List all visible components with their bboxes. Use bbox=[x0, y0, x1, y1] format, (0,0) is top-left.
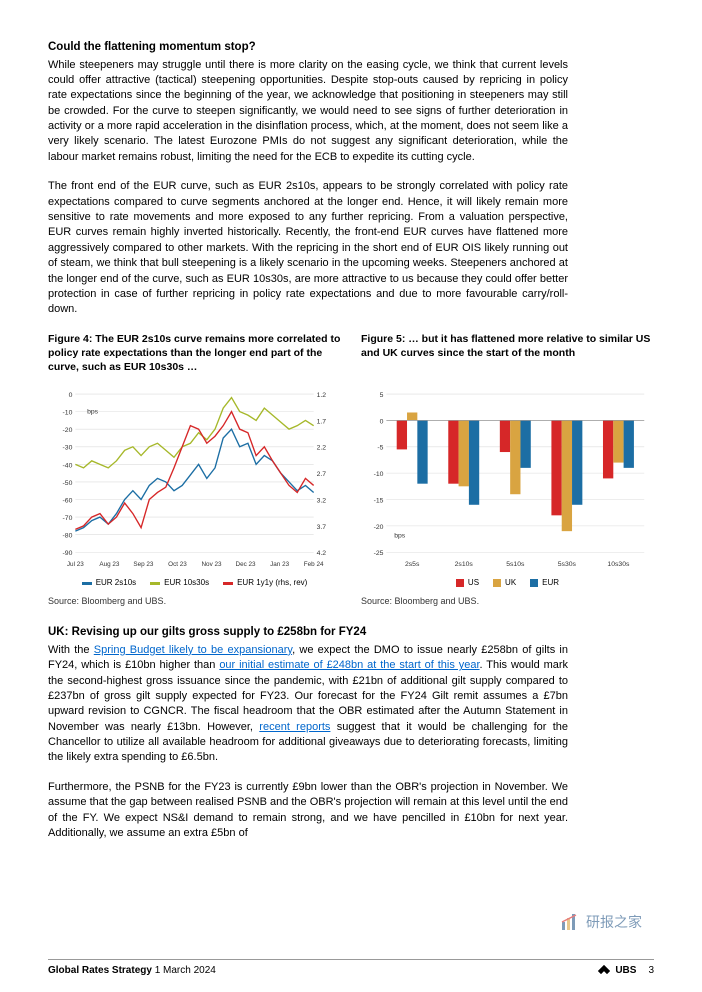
figure-5-legend: US UK EUR bbox=[361, 578, 654, 589]
svg-text:-30: -30 bbox=[63, 445, 73, 452]
svg-text:Aug 23: Aug 23 bbox=[99, 561, 120, 568]
figure-4-source: Source: Bloomberg and UBS. bbox=[48, 595, 341, 607]
svg-text:bps: bps bbox=[87, 409, 99, 416]
figure-5: Figure 5: … but it has flattened more re… bbox=[361, 332, 654, 607]
svg-text:2s10s: 2s10s bbox=[455, 561, 474, 568]
svg-text:0: 0 bbox=[69, 392, 73, 399]
svg-text:-15: -15 bbox=[374, 497, 384, 504]
svg-text:Nov 23: Nov 23 bbox=[201, 561, 222, 568]
section1-heading: Could the flattening momentum stop? bbox=[48, 40, 568, 56]
svg-text:5: 5 bbox=[380, 392, 384, 399]
svg-text:bps: bps bbox=[394, 532, 406, 539]
footer-brand: UBS bbox=[615, 964, 636, 978]
svg-text:-90: -90 bbox=[63, 550, 73, 557]
figure-4: Figure 4: The EUR 2s10s curve remains mo… bbox=[48, 332, 341, 607]
section2-p1: With the Spring Budget likely to be expa… bbox=[48, 643, 568, 766]
figure-4-chart: 0 -10 -20 -30 -40 -50 -60 -70 -80 -90 1.2 1.7 2.2 2.7… bbox=[48, 384, 341, 574]
svg-text:5s30s: 5s30s bbox=[558, 561, 577, 568]
svg-text:-40: -40 bbox=[63, 463, 73, 470]
svg-text:0: 0 bbox=[380, 418, 384, 425]
link-initial-estimate[interactable]: our initial estimate of £248bn at the st… bbox=[219, 659, 479, 671]
footer-date: 1 March 2024 bbox=[155, 965, 216, 976]
page-footer: Global Rates Strategy 1 March 2024 UBS 3 bbox=[48, 959, 654, 978]
svg-text:Oct 23: Oct 23 bbox=[168, 561, 187, 568]
svg-text:-10: -10 bbox=[63, 410, 73, 417]
svg-text:5s10s: 5s10s bbox=[506, 561, 525, 568]
svg-text:-50: -50 bbox=[63, 480, 73, 487]
link-recent-reports[interactable]: recent reports bbox=[259, 721, 330, 733]
figure-4-title: Figure 4: The EUR 2s10s curve remains mo… bbox=[48, 332, 341, 375]
svg-text:Jul 23: Jul 23 bbox=[67, 561, 84, 568]
svg-text:1.7: 1.7 bbox=[317, 419, 327, 426]
svg-text:Feb 24: Feb 24 bbox=[304, 561, 324, 568]
svg-text:3.2: 3.2 bbox=[317, 498, 327, 505]
svg-text:4.2: 4.2 bbox=[317, 550, 327, 557]
figures-row: Figure 4: The EUR 2s10s curve remains mo… bbox=[48, 332, 654, 607]
footer-title: Global Rates Strategy bbox=[48, 965, 152, 976]
svg-text:Sep 23: Sep 23 bbox=[133, 561, 154, 568]
svg-text:-20: -20 bbox=[63, 427, 73, 434]
svg-text:-5: -5 bbox=[377, 444, 383, 451]
svg-text:1.2: 1.2 bbox=[317, 392, 327, 399]
link-spring-budget[interactable]: Spring Budget likely to be expansionary bbox=[94, 644, 292, 656]
section2-p2: Furthermore, the PSNB for the FY23 is cu… bbox=[48, 780, 568, 842]
section1-p1: While steepeners may struggle until ther… bbox=[48, 58, 568, 166]
figure-5-source: Source: Bloomberg and UBS. bbox=[361, 595, 654, 607]
figure-5-chart: 5 0 -5 -10 -15 -20 -25 2s5s 2s10s 5s10s 5s30s 10s30… bbox=[361, 384, 654, 574]
svg-text:2s5s: 2s5s bbox=[405, 561, 420, 568]
watermark-icon bbox=[560, 912, 580, 932]
svg-text:-10: -10 bbox=[374, 471, 384, 478]
svg-text:-80: -80 bbox=[63, 533, 73, 540]
svg-text:10s30s: 10s30s bbox=[607, 561, 630, 568]
svg-text:Dec 23: Dec 23 bbox=[236, 561, 257, 568]
svg-text:2.7: 2.7 bbox=[317, 471, 327, 478]
watermark: 研报之家 bbox=[560, 912, 642, 932]
svg-text:Jan 23: Jan 23 bbox=[270, 561, 289, 568]
figure-4-legend: EUR 2s10s EUR 10s30s EUR 1y1y (rhs, rev) bbox=[48, 578, 341, 589]
section2-heading: UK: Revising up our gilts gross supply t… bbox=[48, 625, 568, 641]
svg-text:-25: -25 bbox=[374, 550, 384, 557]
svg-text:-20: -20 bbox=[374, 524, 384, 531]
svg-text:-60: -60 bbox=[63, 498, 73, 505]
section1-p2: The front end of the EUR curve, such as … bbox=[48, 179, 568, 318]
svg-text:2.2: 2.2 bbox=[317, 445, 327, 452]
ubs-logo-icon bbox=[597, 964, 611, 978]
footer-page: 3 bbox=[648, 964, 654, 978]
figure-5-title: Figure 5: … but it has flattened more re… bbox=[361, 332, 654, 374]
svg-text:-70: -70 bbox=[63, 515, 73, 522]
svg-text:3.7: 3.7 bbox=[317, 524, 327, 531]
